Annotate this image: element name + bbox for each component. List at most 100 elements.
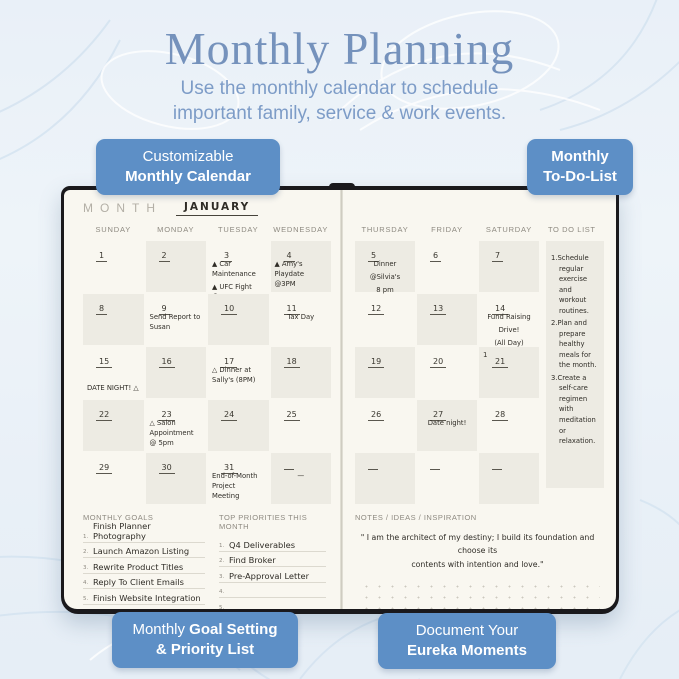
date-number: 22 <box>96 410 113 421</box>
date-number: 8 <box>96 304 108 315</box>
date-row <box>419 457 475 470</box>
quote-line-2: contents with intention and love." <box>411 559 544 569</box>
list-item-number: 5. <box>219 604 225 610</box>
date-row: 20 <box>419 351 475 368</box>
calendar-day-cell: 30 <box>145 453 206 504</box>
list-item-text: Launch Amazon Listing <box>93 546 190 556</box>
date-row: 27 <box>419 404 475 421</box>
month-label: MONTH <box>83 201 162 215</box>
calendar-event: (All Day) <box>494 338 524 347</box>
calendar-event: △ Dinner at Sally's (8PM) <box>212 366 256 384</box>
date-number: 26 <box>368 410 385 421</box>
badge-line: Document Your <box>415 622 519 639</box>
date-number <box>283 462 294 470</box>
date-number: 19 <box>368 357 385 368</box>
monthly-goals-list: 1. Finish Planner Photography 2. Launch Ama… <box>83 521 205 605</box>
list-item-text: Finish Planner Photography <box>93 520 151 541</box>
calendar-day-cell: 1 21 <box>479 347 539 398</box>
calendar-event: Send Report to Susan <box>149 313 201 331</box>
calendar-day-cell: 17 △ Dinner at Sally's (8PM) <box>208 347 269 398</box>
badge-line-bold: Eureka Moments <box>406 641 528 659</box>
notes-section: NOTES / IDEAS / INSPIRATION " I am the a… <box>355 513 604 609</box>
list-item: 3. Rewrite Product Titles <box>83 558 205 574</box>
dot-grid <box>355 576 600 609</box>
date-row: 1 <box>85 245 142 262</box>
todo-item: 1.Schedule regular exercise and workout … <box>551 254 589 315</box>
planner-right-page: THURSDAY FRIDAY SATURDAY 5 Dinner @Silvia's 8… <box>343 190 616 609</box>
date-row: 28 <box>481 404 537 421</box>
list-item-number: 3. <box>83 564 89 571</box>
calendar-day-cell: 7 <box>479 241 539 292</box>
date-row <box>481 457 537 470</box>
calendar-event: — <box>297 472 305 480</box>
date-row: 11 <box>273 298 330 315</box>
date-number: 29 <box>96 463 113 474</box>
date-row: 23 <box>148 404 205 421</box>
page-subtitle: Use the monthly calendar to schedule imp… <box>0 76 679 126</box>
date-number: 13 <box>430 304 447 315</box>
calendar-day-cell: 3▲ Car Maintenance▲ UFC Fight @6PM <box>208 241 269 301</box>
list-item-text: Find Broker <box>229 555 276 565</box>
calendar-day-cell: 23 △ Salon Appointment @ 5pm <box>146 400 207 451</box>
planner-open-spread: MONTH JANUARY SUNDAY MONDAY TUESDAY WEDNESD… <box>64 190 616 609</box>
calendar-day-cell: 29 <box>83 453 144 504</box>
calendar-event: ▲ Car Maintenance <box>212 260 256 278</box>
calendar-grid-left: 123▲ Car Maintenance▲ UFC Fight @6PM4▲ A… <box>83 241 331 504</box>
list-item-text: Q4 Deliverables <box>229 539 296 550</box>
date-number: 28 <box>492 410 509 421</box>
calendar-day-cell: 16 <box>145 347 206 398</box>
top-priorities-section: TOP PRIORITIES THIS MONTH 1. Q4 Deliverab… <box>219 513 326 609</box>
calendar-event: Tax Day <box>287 313 315 321</box>
calendar-event: Dinner <box>373 260 397 268</box>
calendar-day-cell: 24 <box>208 400 269 451</box>
date-row: 15 <box>85 351 142 368</box>
date-number: 23 <box>158 410 175 421</box>
todo-item: 3.Create a self-care regimen with medita… <box>551 373 596 446</box>
date-number: 4 <box>283 251 295 262</box>
badge-line: Monthly <box>132 621 190 638</box>
list-item-number: 4. <box>219 589 225 595</box>
date-row <box>273 457 330 470</box>
list-item-text: Reply To Client Emails <box>93 577 184 587</box>
badge-line-bold: Monthly Calendar <box>125 167 251 185</box>
badge-line-bold: Monthly <box>551 148 609 165</box>
calendar-day-cell: 31 End-of-Month Project Meeting <box>208 453 269 504</box>
calendar-day-cell: 6 <box>417 241 477 292</box>
date-number: 30 <box>158 463 175 474</box>
calendar-event: DATE NIGHT! △ <box>87 384 139 393</box>
badge-line-bold: To-Do-List <box>543 167 617 185</box>
date-number: 14 <box>492 304 509 315</box>
calendar-event: △ Salon Appointment @ 5pm <box>149 419 194 447</box>
top-priorities-list: 1. Q4 Deliverables 2. Find Broker 3. Pre-Appr… <box>219 536 326 609</box>
calendar-event: @Silvia's <box>369 272 401 281</box>
calendar-events: Tax Day <box>273 313 330 323</box>
list-item-number: 2. <box>219 558 225 564</box>
calendar-events: △ Dinner at Sally's (8PM) <box>210 366 267 386</box>
calendar-day-cell: 12 <box>355 294 415 345</box>
calendar-event: Date night! <box>427 419 467 427</box>
todo-list-section: TO DO LIST 1.Schedule regular exercise a… <box>546 225 604 504</box>
calendar-events: End-of-Month Project Meeting <box>210 472 267 502</box>
notes-header: NOTES / IDEAS / INSPIRATION <box>355 513 477 522</box>
weekday-headers-left: SUNDAY MONDAY TUESDAY WEDNESDAY <box>83 225 331 237</box>
weekday-label: WEDNESDAY <box>273 225 329 234</box>
date-row: 12 <box>357 298 413 315</box>
date-row: 26 <box>357 404 413 421</box>
calendar-events: Send Report to Susan <box>148 313 205 333</box>
list-item-number: 2. <box>83 549 89 555</box>
weekday-label: SATURDAY <box>485 225 533 234</box>
date-number <box>492 462 502 470</box>
calendar-day-cell: 14 Fund Raising Drive! (All Day) <box>479 294 539 347</box>
date-row: 30 <box>148 457 205 474</box>
date-number: 27 <box>430 410 447 421</box>
calendar-grid-right: 5 Dinner @Silvia's 8 pm 6 7 12 13 14 Fund Raising… <box>355 241 539 504</box>
date-row: 2 <box>148 245 205 262</box>
calendar-day-cell <box>355 453 415 504</box>
weekday-label: TUESDAY <box>218 225 259 234</box>
date-row: 5 <box>357 245 413 262</box>
month-value-handwritten: JANUARY <box>176 201 259 216</box>
todo-item: 2.Plan and prepare healthy meals for the… <box>551 319 597 370</box>
date-number: 18 <box>283 357 300 368</box>
month-header: MONTH JANUARY <box>83 201 332 225</box>
date-row: 18 <box>273 351 330 368</box>
